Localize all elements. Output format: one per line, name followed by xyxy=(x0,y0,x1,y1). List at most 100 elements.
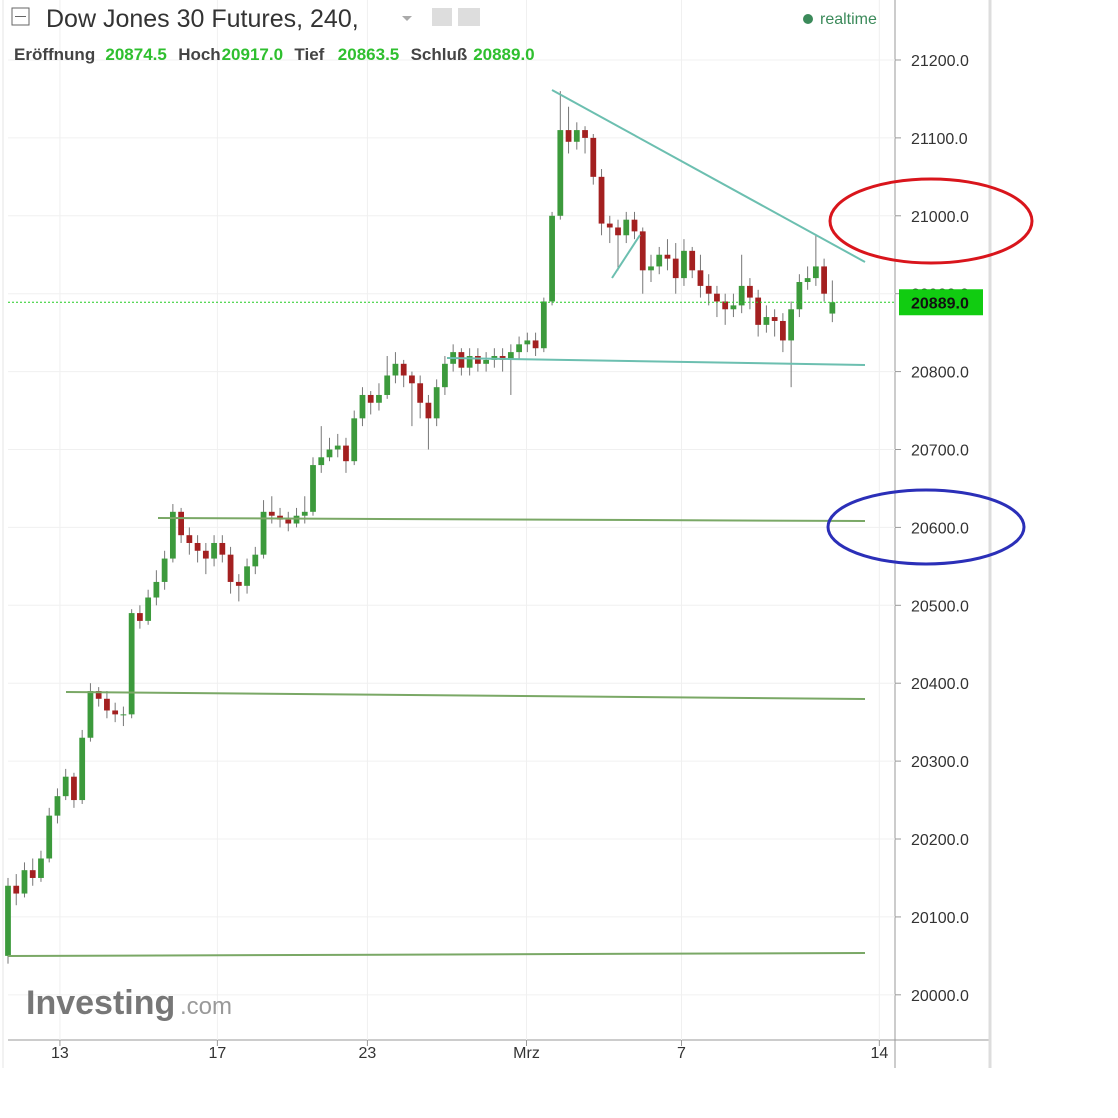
eye-button[interactable] xyxy=(432,8,452,26)
candle-body xyxy=(46,815,53,859)
candle-body xyxy=(409,375,415,384)
status: realtime xyxy=(820,11,877,28)
legend-value: 20874.5 xyxy=(105,45,166,64)
candle-body xyxy=(293,515,300,524)
watermark: Investing xyxy=(26,984,175,1022)
y-tick-label: 20100.0 xyxy=(911,910,969,927)
drawings xyxy=(7,89,1034,957)
candle-body xyxy=(598,176,605,224)
candle-body xyxy=(425,402,432,419)
candle-body xyxy=(821,266,827,294)
candle-body xyxy=(29,870,36,878)
candle-body xyxy=(145,597,152,621)
y-tick-label: 20700.0 xyxy=(911,442,969,459)
candle-body xyxy=(738,285,745,306)
candle-body xyxy=(112,710,119,715)
candle-body xyxy=(780,320,786,341)
candle-body xyxy=(747,285,753,298)
candle-body xyxy=(252,554,259,567)
candle-body xyxy=(62,776,69,797)
highlight-ellipse xyxy=(828,177,1034,265)
candle-body xyxy=(153,581,160,598)
candle-body xyxy=(771,317,778,321)
candle-body xyxy=(681,250,687,279)
highlight-ellipse xyxy=(826,488,1026,566)
candle-body xyxy=(714,293,720,302)
candle-body xyxy=(417,383,424,403)
y-tick-label: 20600.0 xyxy=(911,520,969,537)
trend-line xyxy=(611,234,641,279)
settings-button[interactable] xyxy=(458,8,480,26)
x-tick-label: 13 xyxy=(51,1045,69,1062)
candle-body xyxy=(582,130,588,138)
candles xyxy=(5,91,836,964)
candle-body xyxy=(664,254,671,259)
support-line xyxy=(157,517,866,522)
y-tick-label: 20400.0 xyxy=(911,676,969,693)
candle-body xyxy=(169,511,176,559)
candle-body xyxy=(71,776,77,801)
x-tick-label: 7 xyxy=(677,1045,686,1062)
candle-body xyxy=(474,356,481,364)
candle-body xyxy=(219,542,226,555)
candle-body xyxy=(400,363,407,376)
candle-body xyxy=(829,302,836,314)
legend: Eröffnung 20874.5 Hoch20917.0 Tief 20863.5 Sc… xyxy=(14,45,535,64)
candle-body xyxy=(433,387,440,419)
x-tick-label: Mrz xyxy=(513,1045,540,1062)
candle-body xyxy=(483,359,490,364)
candle-body xyxy=(227,554,234,582)
candle-body xyxy=(87,690,94,738)
support-line xyxy=(65,691,866,700)
y-tick-label: 21200.0 xyxy=(911,53,969,70)
candle-body xyxy=(334,445,341,450)
candle-body xyxy=(458,352,465,368)
candle-body xyxy=(244,566,250,586)
candle-body xyxy=(202,550,209,559)
candle-body xyxy=(326,449,333,458)
y-tick-label: 20200.0 xyxy=(911,832,969,849)
candle-body xyxy=(120,714,127,716)
candle-body xyxy=(211,542,217,559)
y-tick-label: 20300.0 xyxy=(911,754,969,771)
candle-body xyxy=(285,519,292,524)
candle-body xyxy=(540,301,547,349)
candle-body xyxy=(565,130,572,142)
candle-body xyxy=(392,363,399,376)
trend-line xyxy=(551,89,866,263)
x-tick-label: 17 xyxy=(208,1045,226,1062)
candle-body xyxy=(705,285,712,294)
candle-body xyxy=(384,375,391,395)
legend-label: Hoch xyxy=(178,45,221,64)
candle-body xyxy=(656,254,663,267)
candle-body xyxy=(21,870,28,894)
candle-body xyxy=(796,282,803,310)
candle-body xyxy=(13,885,20,894)
legend-value: 20863.5 xyxy=(338,45,399,64)
candle-body xyxy=(301,511,308,516)
candle-body xyxy=(79,737,86,801)
candle-body xyxy=(755,297,762,325)
y-tick-label: 21000.0 xyxy=(911,209,969,226)
candle-body xyxy=(672,258,679,279)
candle-body xyxy=(54,796,61,816)
candle-body xyxy=(590,137,597,177)
candle-body xyxy=(689,250,696,271)
candle-body xyxy=(38,858,44,878)
candle-body xyxy=(367,394,374,403)
candle-body xyxy=(788,309,795,341)
candle-body xyxy=(615,227,621,236)
legend-label: Schluß xyxy=(411,45,468,64)
candle-body xyxy=(442,363,448,388)
candle-body xyxy=(697,270,704,286)
last-price-label: 20889.0 xyxy=(911,295,969,312)
dropdown-caret[interactable] xyxy=(402,16,412,21)
candle-body xyxy=(606,223,613,228)
candle-body xyxy=(722,301,729,310)
x-tick-label: 23 xyxy=(359,1045,377,1062)
legend-value: 20917.0 xyxy=(222,45,283,64)
support-line xyxy=(7,952,866,957)
candle-body xyxy=(137,613,143,621)
candle-body xyxy=(128,613,135,715)
